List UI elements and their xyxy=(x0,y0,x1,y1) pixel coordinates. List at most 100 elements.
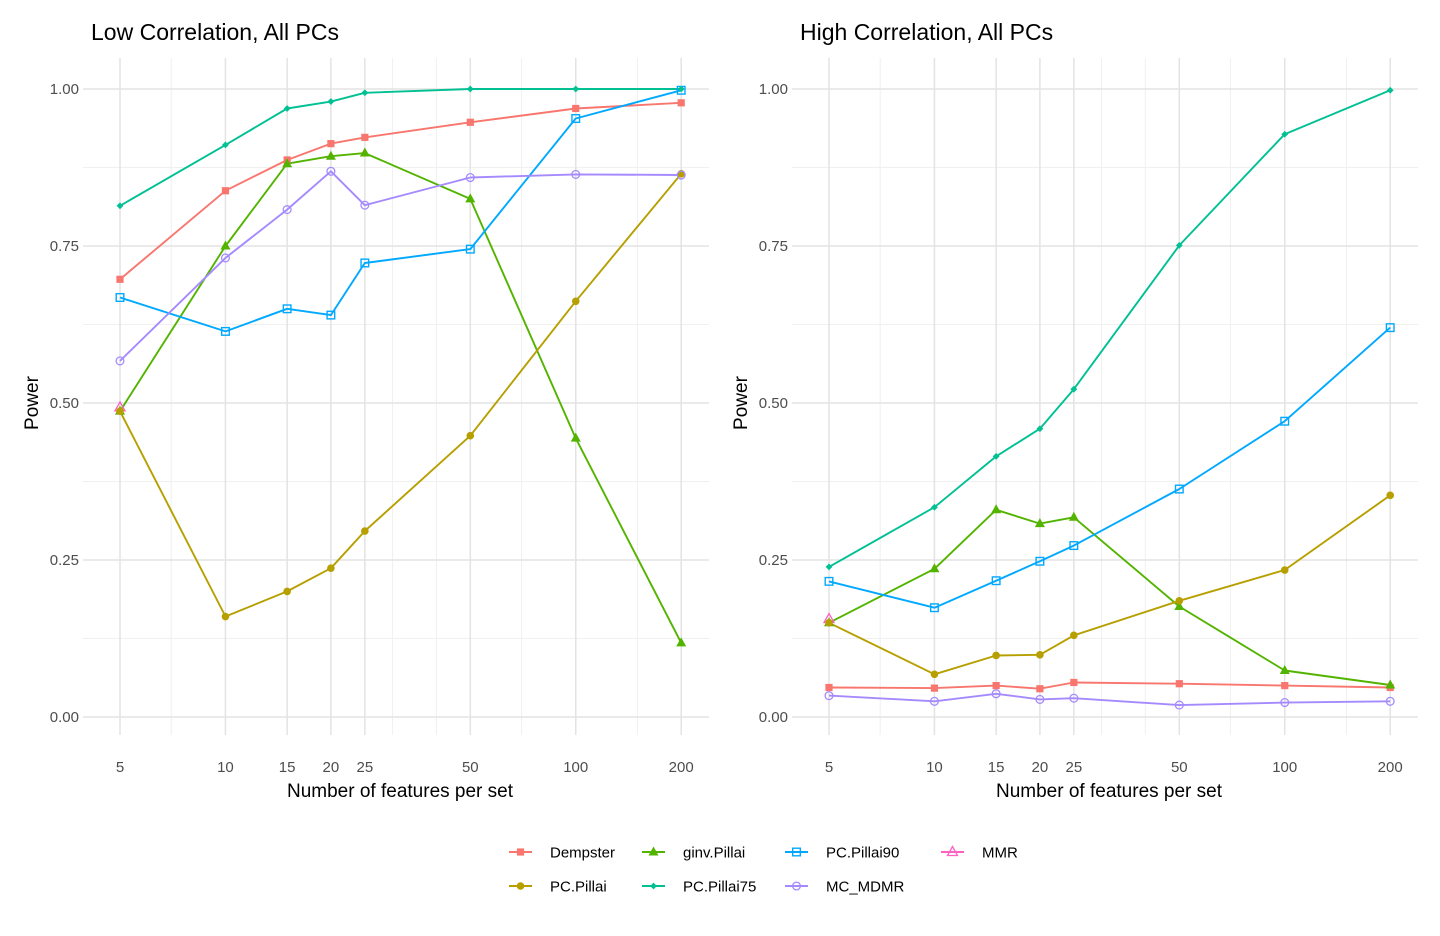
left-point-dempster xyxy=(466,118,474,126)
right-y-tick-label: 1.00 xyxy=(759,81,788,98)
left-point-pc-pillai xyxy=(283,587,291,596)
right-point-pc-pillai75 xyxy=(1281,130,1289,138)
right-point-dempster xyxy=(1281,682,1289,690)
right-point-mc-mdmr xyxy=(1069,693,1079,703)
left-point-ginv-pillai xyxy=(220,240,231,250)
right-point-dempster xyxy=(1036,685,1044,693)
left-x-tick-label: 15 xyxy=(279,759,296,776)
left-series-line-pc-pillai90 xyxy=(119,89,682,333)
legend-marker-pc-pillai90 xyxy=(792,847,802,857)
right-point-dempster xyxy=(1070,678,1078,687)
left-x-axis-label: Number of features per set xyxy=(287,781,514,802)
legend-key-pc-pillai90 xyxy=(785,847,808,857)
right-series-line-mc-mdmr xyxy=(828,692,1391,707)
right-point-mc-mdmr xyxy=(1385,696,1395,706)
legend-key-mmr xyxy=(941,845,964,857)
right-y-tick-label: 0.75 xyxy=(759,238,788,255)
legend-key-dempster xyxy=(509,848,532,856)
left-point-pc-pillai75 xyxy=(572,85,580,93)
legend-label-mmr: MMR xyxy=(982,845,1018,862)
left-point-pc-pillai75 xyxy=(283,105,291,112)
left-point-mc-mdmr xyxy=(571,169,581,179)
right-x-tick-label: 100 xyxy=(1272,759,1297,776)
left-point-pc-pillai xyxy=(466,431,475,440)
left-point-pc-pillai75 xyxy=(116,202,124,210)
right-point-mc-mdmr xyxy=(824,691,834,701)
legend-key-mc-mdmr xyxy=(785,881,808,891)
right-point-pc-pillai xyxy=(1036,651,1044,659)
left-series-line-pc-pillai xyxy=(119,173,682,618)
left-point-ginv-pillai xyxy=(325,150,336,160)
left-point-pc-pillai90 xyxy=(282,304,292,314)
right-point-pc-pillai xyxy=(1280,566,1289,574)
left-series-line-mc-mdmr xyxy=(119,170,682,362)
right-point-dempster xyxy=(992,682,1000,690)
legend-label-pc-pillai: PC.Pillai xyxy=(550,879,607,896)
right-point-pc-pillai xyxy=(1386,491,1394,500)
left-point-pc-pillai90 xyxy=(465,244,475,254)
right-point-mc-mdmr xyxy=(1280,698,1290,708)
right-point-mc-mdmr xyxy=(929,696,940,706)
left-point-mc-mdmr xyxy=(282,205,292,215)
left-point-ginv-pillai xyxy=(359,147,370,157)
right-series-line-pc-pillai75 xyxy=(828,89,1391,568)
left-y-tick-label: 0.25 xyxy=(50,552,79,569)
left-point-ginv-pillai xyxy=(676,637,687,647)
left-point-mc-mdmr xyxy=(360,200,370,210)
left-point-ginv-pillai xyxy=(570,432,581,442)
left-point-pc-pillai75 xyxy=(361,89,369,97)
left-point-mc-mdmr xyxy=(220,253,231,263)
right-point-ginv-pillai xyxy=(1034,518,1045,528)
right-y-axis-label: Power xyxy=(731,375,752,430)
right-point-ginv-pillai xyxy=(1068,511,1079,521)
right-point-mc-mdmr xyxy=(991,689,1001,699)
left-point-mc-mdmr xyxy=(676,170,686,180)
left-point-pc-pillai90 xyxy=(571,114,581,124)
left-panel: Low Correlation, All PCs Number of featu… xyxy=(22,19,709,802)
right-point-pc-pillai90 xyxy=(1035,556,1045,566)
left-point-dempster xyxy=(327,140,335,148)
right-x-tick-label: 200 xyxy=(1378,759,1403,776)
right-point-ginv-pillai xyxy=(991,504,1002,514)
legend-marker-ginv-pillai xyxy=(648,846,659,856)
legend-label-ginv-pillai: ginv.Pillai xyxy=(683,845,745,862)
right-point-ginv-pillai xyxy=(1385,679,1396,689)
left-y-tick-label: 1.00 xyxy=(50,81,79,98)
right-panel-title: High Correlation, All PCs xyxy=(800,19,1053,45)
right-series-line-ginv-pillai xyxy=(828,508,1391,686)
left-point-dempster xyxy=(572,104,580,113)
right-x-tick-label: 5 xyxy=(825,759,833,776)
left-y-tick-label: 0.75 xyxy=(50,238,79,255)
right-point-mc-mdmr xyxy=(1035,694,1045,704)
left-x-tick-label: 200 xyxy=(669,759,694,776)
right-series-line-pc-pillai90 xyxy=(828,326,1391,609)
right-point-pc-pillai75 xyxy=(931,503,938,511)
left-point-dempster xyxy=(361,133,369,141)
left-x-tick-label: 50 xyxy=(462,759,479,776)
left-point-pc-pillai90 xyxy=(326,310,336,320)
right-point-pc-pillai75 xyxy=(825,563,833,571)
left-panel-title: Low Correlation, All PCs xyxy=(91,19,339,45)
right-point-dempster xyxy=(930,684,939,692)
right-point-ginv-pillai xyxy=(1279,665,1290,675)
right-point-dempster xyxy=(1175,680,1183,688)
right-point-pc-pillai90 xyxy=(1174,484,1184,494)
right-point-mc-mdmr xyxy=(1174,700,1184,710)
right-point-pc-pillai75 xyxy=(1070,385,1078,393)
legend-marker-mc-mdmr xyxy=(791,881,802,891)
left-x-tick-label: 10 xyxy=(217,759,234,776)
left-point-dempster xyxy=(221,187,230,195)
left-point-ginv-pillai xyxy=(465,193,476,203)
legend: Dempster ginv.Pillai PC.Pillai90 MMR PC.Pill… xyxy=(509,845,1018,896)
legend-key-pc-pillai75 xyxy=(642,882,665,890)
left-x-tick-label: 100 xyxy=(563,759,588,776)
left-point-pc-pillai90 xyxy=(115,292,125,302)
right-point-pc-pillai75 xyxy=(992,452,1000,460)
left-y-tick-label: 0.00 xyxy=(50,709,79,726)
left-point-pc-pillai xyxy=(571,297,580,306)
right-x-tick-label: 25 xyxy=(1066,759,1083,776)
left-point-pc-pillai xyxy=(361,527,369,535)
left-series-line-ginv-pillai xyxy=(119,152,683,644)
right-point-pc-pillai75 xyxy=(1175,241,1183,249)
